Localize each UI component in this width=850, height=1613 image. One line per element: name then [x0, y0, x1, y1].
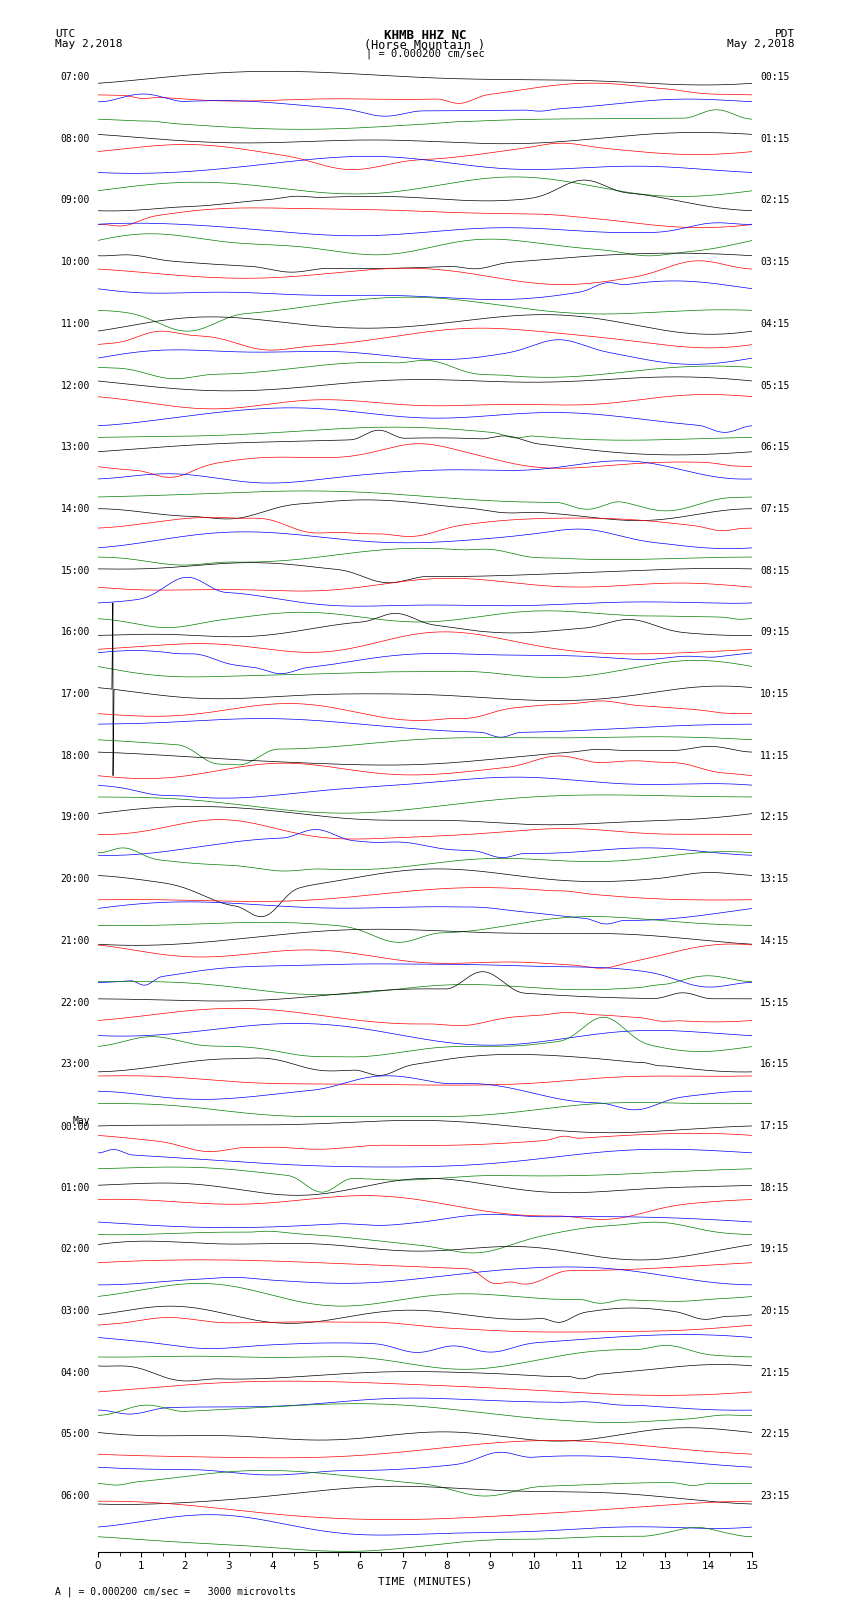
Text: 00:15: 00:15 — [760, 73, 790, 82]
Text: 15:00: 15:00 — [60, 566, 90, 576]
Text: 22:15: 22:15 — [760, 1429, 790, 1439]
Text: | = 0.000200 cm/sec: | = 0.000200 cm/sec — [366, 48, 484, 60]
Text: 03:00: 03:00 — [60, 1307, 90, 1316]
Text: 12:00: 12:00 — [60, 381, 90, 390]
Text: 21:15: 21:15 — [760, 1368, 790, 1378]
Text: 19:00: 19:00 — [60, 813, 90, 823]
Text: 14:15: 14:15 — [760, 936, 790, 945]
Text: 22:00: 22:00 — [60, 997, 90, 1008]
Text: 01:15: 01:15 — [760, 134, 790, 144]
Text: 00:00: 00:00 — [60, 1123, 90, 1132]
Text: 08:15: 08:15 — [760, 566, 790, 576]
Text: 06:00: 06:00 — [60, 1490, 90, 1502]
Text: 16:00: 16:00 — [60, 627, 90, 637]
Text: 11:15: 11:15 — [760, 750, 790, 761]
Text: May: May — [72, 1116, 90, 1126]
Text: 01:00: 01:00 — [60, 1182, 90, 1192]
Text: 03:15: 03:15 — [760, 256, 790, 268]
Text: 13:00: 13:00 — [60, 442, 90, 452]
Text: 09:00: 09:00 — [60, 195, 90, 205]
Text: 05:15: 05:15 — [760, 381, 790, 390]
Text: May 2,2018: May 2,2018 — [728, 39, 795, 48]
Text: May 2,2018: May 2,2018 — [55, 39, 122, 48]
Text: 23:15: 23:15 — [760, 1490, 790, 1502]
Text: 10:00: 10:00 — [60, 256, 90, 268]
Text: 23:00: 23:00 — [60, 1060, 90, 1069]
Text: 02:15: 02:15 — [760, 195, 790, 205]
Text: KHMB HHZ NC: KHMB HHZ NC — [383, 29, 467, 42]
Text: 05:00: 05:00 — [60, 1429, 90, 1439]
Text: 19:15: 19:15 — [760, 1244, 790, 1255]
Text: 13:15: 13:15 — [760, 874, 790, 884]
Text: 07:00: 07:00 — [60, 73, 90, 82]
Text: 17:00: 17:00 — [60, 689, 90, 698]
Text: 21:00: 21:00 — [60, 936, 90, 945]
Text: 18:15: 18:15 — [760, 1182, 790, 1192]
Text: PDT: PDT — [774, 29, 795, 39]
Text: 02:00: 02:00 — [60, 1244, 90, 1255]
Text: 07:15: 07:15 — [760, 503, 790, 515]
Text: 06:15: 06:15 — [760, 442, 790, 452]
Text: 10:15: 10:15 — [760, 689, 790, 698]
Text: 17:15: 17:15 — [760, 1121, 790, 1131]
X-axis label: TIME (MINUTES): TIME (MINUTES) — [377, 1578, 473, 1587]
Text: 14:00: 14:00 — [60, 503, 90, 515]
Text: 04:15: 04:15 — [760, 319, 790, 329]
Text: A | = 0.000200 cm/sec =   3000 microvolts: A | = 0.000200 cm/sec = 3000 microvolts — [55, 1586, 296, 1597]
Text: 16:15: 16:15 — [760, 1060, 790, 1069]
Text: 04:00: 04:00 — [60, 1368, 90, 1378]
Text: 20:00: 20:00 — [60, 874, 90, 884]
Text: UTC: UTC — [55, 29, 76, 39]
Text: (Horse Mountain ): (Horse Mountain ) — [365, 39, 485, 52]
Text: 18:00: 18:00 — [60, 750, 90, 761]
Text: 15:15: 15:15 — [760, 997, 790, 1008]
Text: 12:15: 12:15 — [760, 813, 790, 823]
Text: 09:15: 09:15 — [760, 627, 790, 637]
Text: 08:00: 08:00 — [60, 134, 90, 144]
Text: 20:15: 20:15 — [760, 1307, 790, 1316]
Text: 11:00: 11:00 — [60, 319, 90, 329]
